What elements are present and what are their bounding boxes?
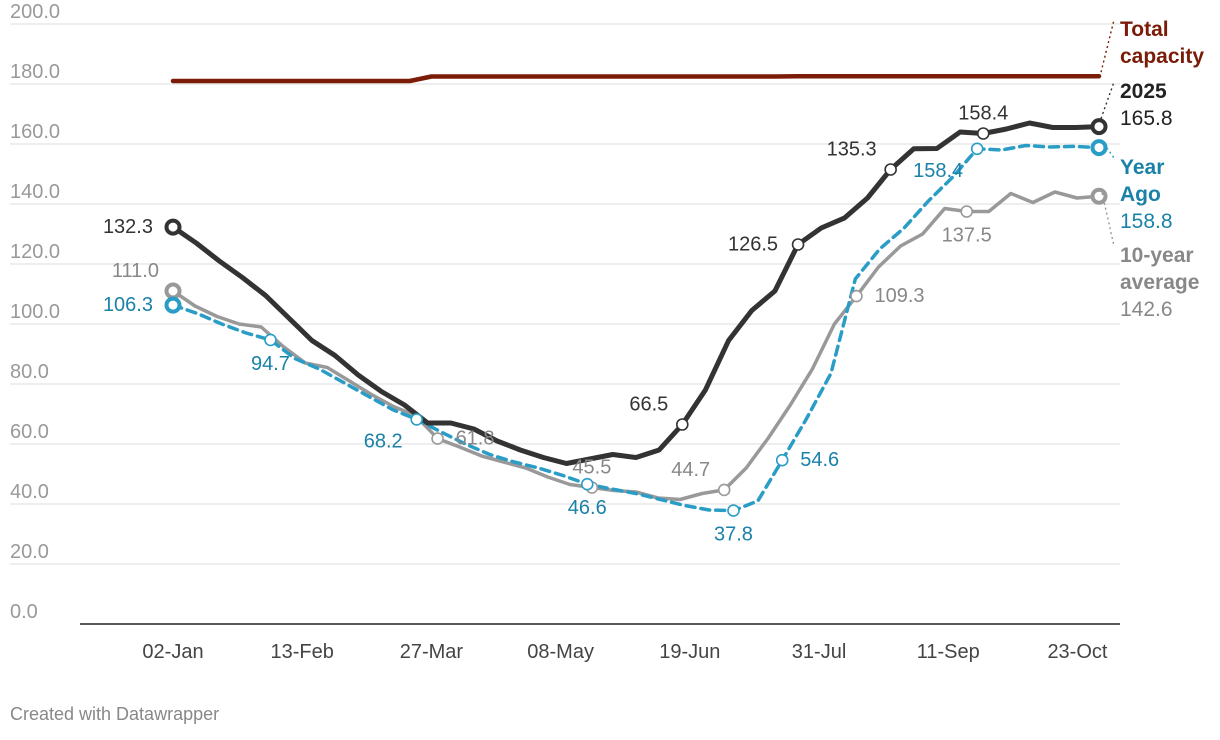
x-tick-label: 08-May	[527, 641, 594, 663]
data-marker	[580, 477, 594, 491]
data-marker	[164, 296, 182, 314]
x-tick-label: 23-Oct	[1047, 641, 1107, 663]
legend-name: average	[1120, 271, 1199, 294]
data-label: 106.3	[103, 294, 153, 316]
x-tick-label: 11-Sep	[917, 641, 980, 663]
data-label: 61.8	[456, 428, 495, 450]
data-marker	[791, 238, 805, 251]
legend-name: capacity	[1120, 45, 1204, 68]
legend-value: 165.8	[1120, 107, 1173, 130]
legend-name: Year	[1120, 156, 1164, 179]
data-label: 44.7	[671, 459, 710, 481]
endpoint-marker	[1090, 139, 1108, 157]
y-tick-label: 100.0	[10, 301, 60, 323]
data-label: 109.3	[874, 285, 924, 307]
data-marker	[884, 163, 897, 176]
data-marker	[264, 333, 277, 347]
data-marker	[976, 127, 990, 140]
legend-name: 2025	[1120, 80, 1167, 103]
y-tick-label: 160.0	[10, 121, 60, 143]
data-label: 54.6	[800, 449, 839, 471]
x-tick-label: 13-Feb	[271, 641, 334, 663]
series-line-0	[170, 73, 1102, 84]
y-tick-label: 40.0	[10, 481, 49, 503]
legend-leader	[1100, 19, 1115, 73]
data-marker	[717, 483, 731, 497]
data-marker	[850, 289, 863, 303]
endpoint-marker	[1090, 187, 1108, 205]
data-marker	[164, 218, 182, 236]
data-label: 135.3	[827, 139, 877, 161]
data-label: 68.2	[364, 430, 403, 452]
line-chart: 0.0 20.0 40.0 60.0 80.0 100.0 120.0 140.0 160.0 1…	[10, 1, 1204, 663]
data-marker	[675, 418, 689, 431]
legend-leader	[1100, 81, 1115, 119]
x-axis: 02-Jan 13-Feb 27-Mar 08-May 19-Jun 31-Jul 11-S…	[142, 641, 1107, 663]
data-labels: 111.0 61.8 45.5 44.7 109.3 137.5 106.3 94.7 68.2…	[103, 103, 1008, 546]
endpoint-marker	[1090, 118, 1108, 136]
y-tick-label: 180.0	[10, 61, 60, 83]
series-line-1	[170, 120, 1102, 466]
end-legend: Total capacity 2025 165.8 Year Ago 158.8 10-yea…	[1100, 18, 1204, 321]
data-label: 37.8	[714, 524, 753, 546]
y-tick-label: 120.0	[10, 241, 60, 263]
x-tick-label: 02-Jan	[142, 641, 203, 663]
x-tick-label: 19-Jun	[659, 641, 720, 663]
legend-name: 10-year	[1120, 244, 1194, 267]
data-marker	[727, 504, 740, 517]
data-label: 137.5	[942, 225, 992, 247]
data-label: 94.7	[251, 353, 290, 375]
data-marker	[431, 432, 444, 445]
series-line-2	[171, 143, 1101, 513]
data-label: 45.5	[572, 457, 611, 479]
data-marker	[960, 205, 974, 218]
series-markers	[164, 118, 1108, 517]
data-marker	[775, 453, 789, 467]
series-lines	[170, 73, 1102, 513]
legend-value: 158.8	[1120, 210, 1173, 233]
data-label: 132.3	[103, 216, 153, 238]
gridlines	[10, 23, 1120, 565]
y-tick-label: 0.0	[10, 601, 38, 623]
data-marker	[970, 142, 984, 156]
data-label: 158.4	[913, 160, 963, 182]
y-tick-label: 80.0	[10, 361, 49, 383]
y-axis: 0.0 20.0 40.0 60.0 80.0 100.0 120.0 140.0 160.0 1…	[10, 1, 1120, 625]
data-label: 46.6	[568, 497, 607, 519]
y-tick-label: 140.0	[10, 181, 60, 203]
legend-value: 142.6	[1120, 298, 1173, 321]
x-tick-label: 27-Mar	[400, 641, 464, 663]
data-label: 66.5	[629, 394, 668, 416]
data-label: 158.4	[958, 103, 1008, 125]
x-tick-label: 31-Jul	[792, 641, 846, 663]
footer-credit: Created with Datawrapper	[10, 704, 220, 724]
y-tick-label: 20.0	[10, 541, 49, 563]
data-label: 126.5	[728, 234, 778, 256]
data-marker	[164, 282, 182, 300]
legend-name: Total	[1120, 18, 1169, 41]
y-tick-label: 200.0	[10, 1, 60, 23]
data-marker	[410, 413, 423, 426]
legend-name: Ago	[1120, 183, 1161, 206]
y-tick-label: 60.0	[10, 421, 49, 443]
legend-leader	[1100, 139, 1115, 159]
data-label: 111.0	[112, 260, 159, 282]
